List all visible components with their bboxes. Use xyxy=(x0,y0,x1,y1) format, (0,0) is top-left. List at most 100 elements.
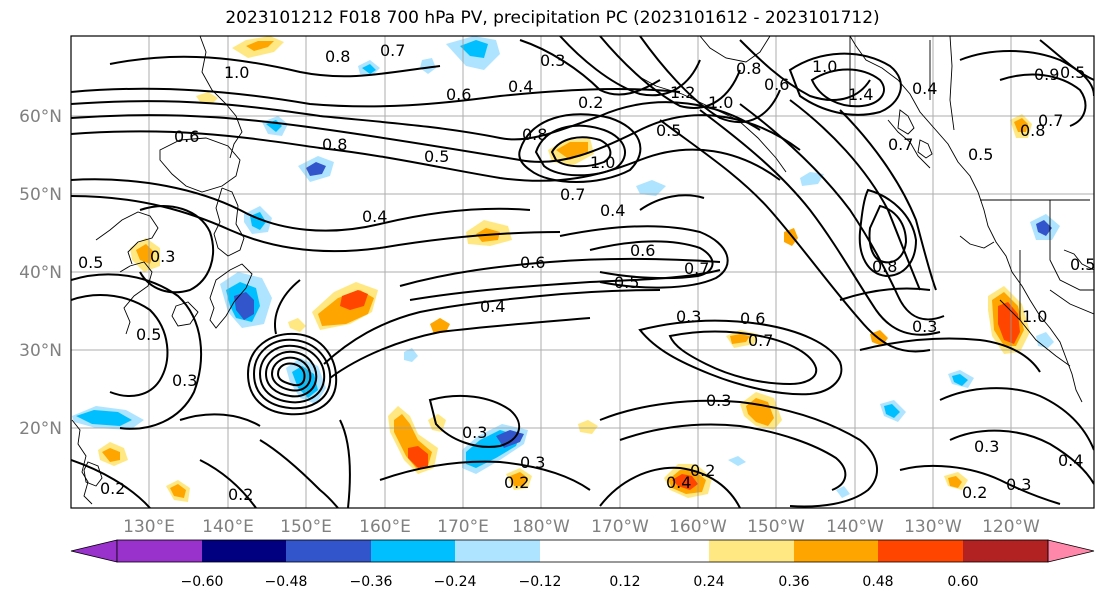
precip-area xyxy=(510,472,528,486)
contour-label: 0.3 xyxy=(150,247,175,266)
colorbar-swatch xyxy=(709,540,794,562)
latitude-labels: 60°N 50°N 40°N 30°N 20°N xyxy=(19,107,62,439)
lon-label: 160°E xyxy=(359,517,411,537)
lon-label: 120°W xyxy=(982,517,1040,537)
contour-label: 0.9 xyxy=(1034,65,1059,84)
contour-label: 0.3 xyxy=(676,307,701,326)
precip-area xyxy=(430,318,450,334)
contour-label: 0.7 xyxy=(748,331,773,350)
precip-area xyxy=(460,40,488,58)
contour-label: 0.3 xyxy=(706,391,731,410)
contour-label: 0.5 xyxy=(78,253,103,272)
precip-area xyxy=(420,58,436,74)
precip-area xyxy=(102,448,120,462)
longitude-labels: 130°E 140°E 150°E 160°E 170°E 180°W 170°… xyxy=(123,517,1040,537)
lon-label: 150°W xyxy=(747,517,805,537)
contour-label: 0.3 xyxy=(912,317,937,336)
contour-label: 0.6 xyxy=(520,253,545,272)
lon-label: 160°W xyxy=(669,517,727,537)
lon-label: 170°E xyxy=(437,517,489,537)
contour-label: 0.8 xyxy=(522,125,547,144)
colorbar-swatch xyxy=(878,540,963,562)
colorbar-swatch xyxy=(286,540,371,562)
colorbar-tick-label: −0.12 xyxy=(519,574,562,590)
map-frame xyxy=(70,35,1095,509)
pv-contour-labels: 1.0 0.8 0.7 0.6 0.3 0.2 0.4 1.2 1.0 0.8 … xyxy=(78,41,1094,504)
contour-label: 0.5 xyxy=(136,325,161,344)
contour-label: 0.7 xyxy=(684,259,709,278)
contour-label: 0.5 xyxy=(614,273,639,292)
lat-label: 40°N xyxy=(19,263,62,283)
contour-label: 0.6 xyxy=(446,85,471,104)
precip-area xyxy=(784,228,798,246)
contour-label: 1.4 xyxy=(848,85,873,104)
lon-label: 130°W xyxy=(904,517,962,537)
lon-label: 130°E xyxy=(123,517,175,537)
lon-label: 180°W xyxy=(512,517,570,537)
colorbar-extend-low xyxy=(70,539,118,563)
contour-label: 0.8 xyxy=(325,47,350,66)
precip-area xyxy=(288,318,306,332)
contour-label: 0.6 xyxy=(740,309,765,328)
contour-label: 0.3 xyxy=(462,423,487,442)
precip-area xyxy=(672,474,698,490)
contour-label: 0.2 xyxy=(504,473,529,492)
precip-area xyxy=(170,484,186,498)
contour-label: 0.7 xyxy=(888,135,913,154)
map-content: 1.0 0.8 0.7 0.6 0.3 0.2 0.4 1.2 1.0 0.8 … xyxy=(71,36,1094,508)
contour-label: 0.2 xyxy=(690,461,715,480)
precip-area xyxy=(306,162,326,176)
colorbar-tick-label: −0.48 xyxy=(265,574,308,590)
lat-label: 60°N xyxy=(19,107,62,127)
contour-label: 0.4 xyxy=(600,201,625,220)
pv-contours xyxy=(71,36,1094,508)
colorbar-tick-label: 0.12 xyxy=(609,574,640,590)
colorbar-swatch xyxy=(540,540,625,562)
contour-label: 0.4 xyxy=(508,77,533,96)
lon-label: 150°E xyxy=(280,517,332,537)
contour-label: 0.5 xyxy=(656,121,681,140)
contour-label: 1.0 xyxy=(1022,307,1047,326)
contour-label: 0.4 xyxy=(480,297,505,316)
precip-area xyxy=(998,302,1020,344)
colorbar: −0.60 −0.48 −0.36 −0.24 −0.12 0.12 0.24 … xyxy=(70,539,1095,590)
colorbar-tick-label: −0.60 xyxy=(181,574,224,590)
precip-area xyxy=(196,92,218,104)
contour-label: 0.3 xyxy=(974,437,999,456)
contour-label: 1.2 xyxy=(670,83,695,102)
contour-label: 0.3 xyxy=(540,51,565,70)
contour-label: 0.4 xyxy=(1058,451,1083,470)
contour-label: 0.8 xyxy=(1020,121,1045,140)
contour-label: 0.2 xyxy=(578,93,603,112)
precip-area xyxy=(730,334,750,344)
contour-label: 0.6 xyxy=(764,75,789,94)
precip-area xyxy=(1036,220,1052,236)
precip-area xyxy=(246,41,274,51)
contour-label: 1.0 xyxy=(708,93,733,112)
contour-label: 0.5 xyxy=(424,147,449,166)
precip-area xyxy=(404,348,418,362)
contour-label: 0.7 xyxy=(380,41,405,60)
precip-area xyxy=(578,420,598,434)
precip-area xyxy=(746,398,774,426)
colorbar-extend-high xyxy=(1047,539,1095,563)
colorbar-swatch xyxy=(794,540,878,562)
contour-label: 0.2 xyxy=(100,479,125,498)
contour-label: 0.4 xyxy=(362,207,387,226)
lat-label: 30°N xyxy=(19,341,62,361)
contour-label: 0.8 xyxy=(322,135,347,154)
contour-label: 0.3 xyxy=(172,371,197,390)
contour-label: 0.4 xyxy=(912,79,937,98)
contour-label: 0.8 xyxy=(872,257,897,276)
contour-label: 0.2 xyxy=(962,483,987,502)
lon-label: 140°W xyxy=(826,517,884,537)
contour-label: 0.8 xyxy=(736,59,761,78)
colorbar-tick-label: 0.60 xyxy=(947,574,978,590)
colorbar-tick-label: 0.24 xyxy=(693,574,724,590)
colorbar-tick-labels: −0.60 −0.48 −0.36 −0.24 −0.12 0.12 0.24 … xyxy=(181,574,979,590)
colorbar-swatch xyxy=(117,540,202,562)
contour-label: 0.7 xyxy=(560,185,585,204)
precip-area xyxy=(408,446,428,468)
colorbar-swatch xyxy=(625,540,709,562)
contour-label: 0.5 xyxy=(968,145,993,164)
